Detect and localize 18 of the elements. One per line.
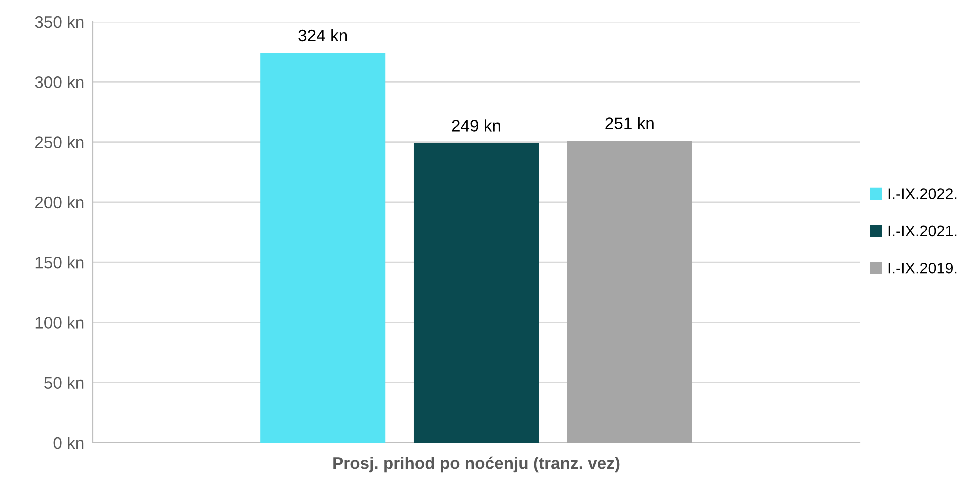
y-tick-label: 350 kn: [35, 16, 84, 28]
y-tick-label: 300 kn: [35, 76, 84, 88]
data-label: 251 kn: [606, 117, 654, 130]
data-label: 324 kn: [298, 29, 348, 42]
legend-label: I.-IX.2019.: [888, 262, 957, 274]
y-tick-label: 150 kn: [36, 256, 84, 269]
y-tick-label: 50 kn: [44, 376, 84, 390]
bar: [414, 143, 540, 443]
y-tick-label: 250 kn: [35, 136, 84, 148]
legend-label: I.-IX.2022.: [888, 188, 957, 200]
y-tick-label: 100 kn: [36, 316, 84, 329]
y-tick-label: 0 kn: [54, 436, 84, 450]
data-label: 249 kn: [452, 120, 500, 132]
legend-label: I.-IX.2021.: [888, 226, 957, 237]
bar: [567, 141, 692, 443]
bar: [260, 53, 386, 443]
x-tick-label: Prosj. prihod po noćenju (tranz. vez): [334, 456, 620, 473]
y-tick-label: 200 kn: [35, 196, 84, 209]
